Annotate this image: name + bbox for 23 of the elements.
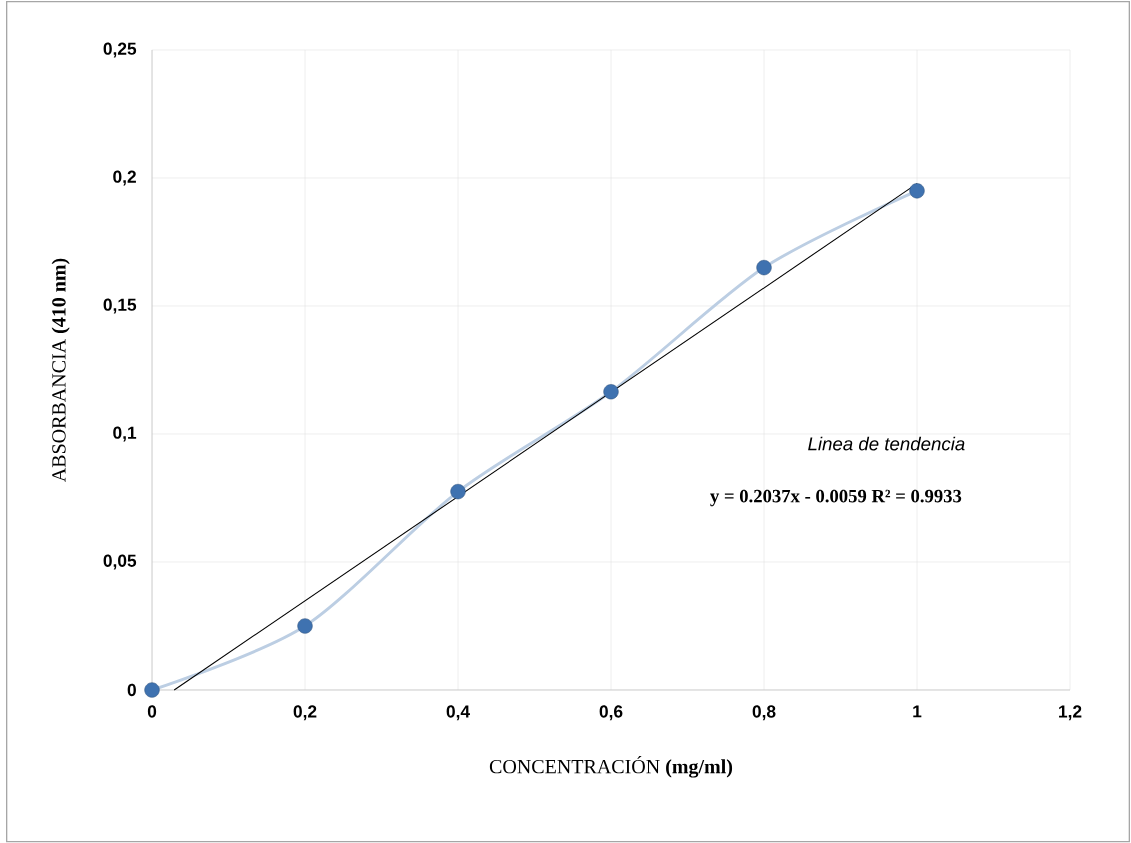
x-tick-label: 0 (147, 705, 157, 718)
x-tick-label: 0,4 (446, 705, 470, 721)
x-tick-label: 0,2 (293, 705, 317, 721)
x-tick-label: 1 (913, 705, 922, 718)
y-tick-label: 0,15 (103, 298, 137, 314)
x-tick-label: 0,8 (752, 705, 776, 721)
point (756, 259, 772, 276)
point (603, 384, 619, 400)
annotation: y = 0.2037x - 0.0059 R² = 0.9933 (710, 489, 962, 507)
y-tick-label: 0,05 (103, 554, 137, 570)
point (450, 484, 466, 500)
x-axis-title: CONCENTRACIÓN (mg/ml) (489, 755, 733, 778)
y-tick-label: 0 (127, 683, 136, 697)
point (297, 618, 313, 634)
annotation: Linea de tendencia (808, 436, 965, 451)
y-tick-label: 0,1 (113, 426, 137, 442)
x-tick-label: 0,6 (599, 705, 623, 721)
y-axis-title: ABSORBANCIA (410 nm) (51, 258, 70, 483)
x-tick-label: 1,2 (1059, 705, 1082, 721)
point (144, 682, 160, 698)
y-tick-label: 0,2 (113, 170, 136, 186)
point (909, 183, 925, 199)
y-tick-label: 0,25 (103, 42, 137, 58)
